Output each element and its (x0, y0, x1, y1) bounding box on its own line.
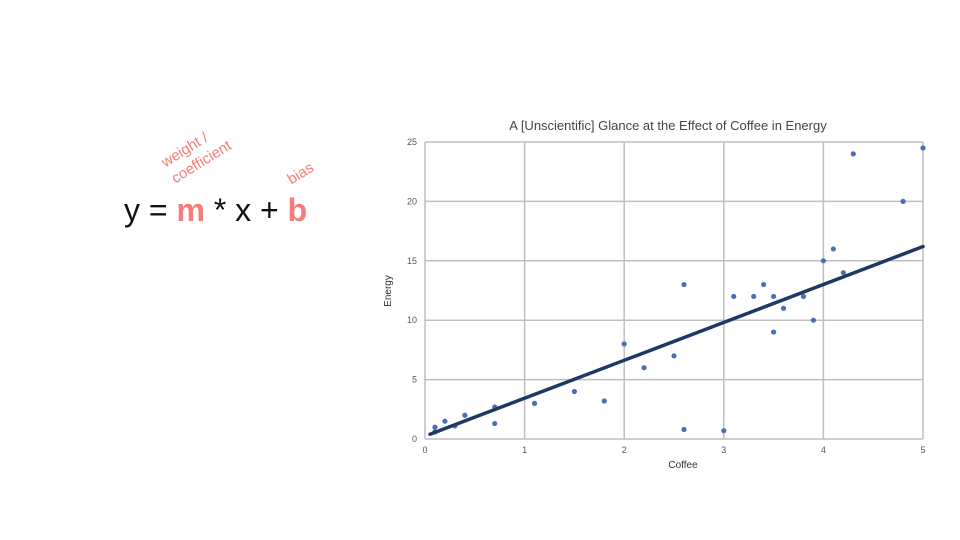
x-tick-label: 0 (422, 445, 427, 455)
data-point (731, 293, 737, 300)
data-point (601, 398, 607, 404)
x-axis-ticks: 0 1 2 3 4 5 (422, 445, 925, 455)
data-point (800, 293, 807, 300)
x-tick-label: 5 (920, 445, 925, 455)
data-point (751, 293, 757, 300)
y-axis-title: Energy (383, 275, 394, 307)
equation-y: y (124, 192, 140, 228)
data-point (671, 353, 677, 359)
x-tick-label: 3 (721, 445, 726, 455)
data-point (920, 145, 926, 151)
data-points (432, 145, 926, 435)
data-point (641, 365, 647, 371)
data-point (621, 341, 627, 347)
y-tick-label: 5 (412, 375, 417, 385)
y-tick-label: 20 (407, 196, 417, 206)
data-point (820, 258, 827, 264)
x-tick-label: 4 (821, 445, 826, 455)
data-point (571, 388, 578, 395)
x-tick-label: 2 (622, 445, 627, 455)
equation: y = m * x + b (124, 192, 307, 229)
data-point (900, 198, 906, 204)
chart-title: A [Unscientific] Glance at the Effect of… (509, 118, 827, 133)
equation-times: * (213, 192, 227, 228)
data-point (850, 151, 856, 157)
data-point (761, 281, 767, 288)
data-point (771, 329, 777, 335)
data-point (780, 305, 787, 311)
y-tick-label: 10 (407, 315, 417, 325)
data-point (442, 418, 448, 424)
data-point (681, 426, 687, 433)
trendline-group (428, 244, 925, 436)
y-tick-label: 15 (407, 256, 417, 266)
trendline (428, 244, 925, 436)
y-tick-label: 25 (407, 137, 417, 147)
data-point (840, 270, 846, 276)
data-point (830, 246, 836, 252)
data-point (492, 420, 498, 427)
equation-plus: + (260, 192, 279, 228)
equation-m: m (176, 192, 205, 228)
y-axis-ticks: 0 5 10 15 20 25 (407, 137, 417, 444)
data-point (810, 317, 817, 323)
data-point (462, 412, 468, 418)
x-axis-title: Coffee (668, 460, 698, 471)
data-point (432, 424, 438, 430)
equation-x: x (235, 192, 252, 228)
x-tick-label: 1 (522, 445, 527, 455)
y-tick-label: 0 (412, 434, 417, 444)
equation-equals: = (148, 192, 168, 228)
chart-grid (424, 141, 924, 440)
data-point (681, 281, 687, 288)
equation-b: b (287, 192, 308, 228)
data-point (721, 428, 727, 434)
data-point (771, 293, 777, 300)
data-point (531, 400, 538, 406)
